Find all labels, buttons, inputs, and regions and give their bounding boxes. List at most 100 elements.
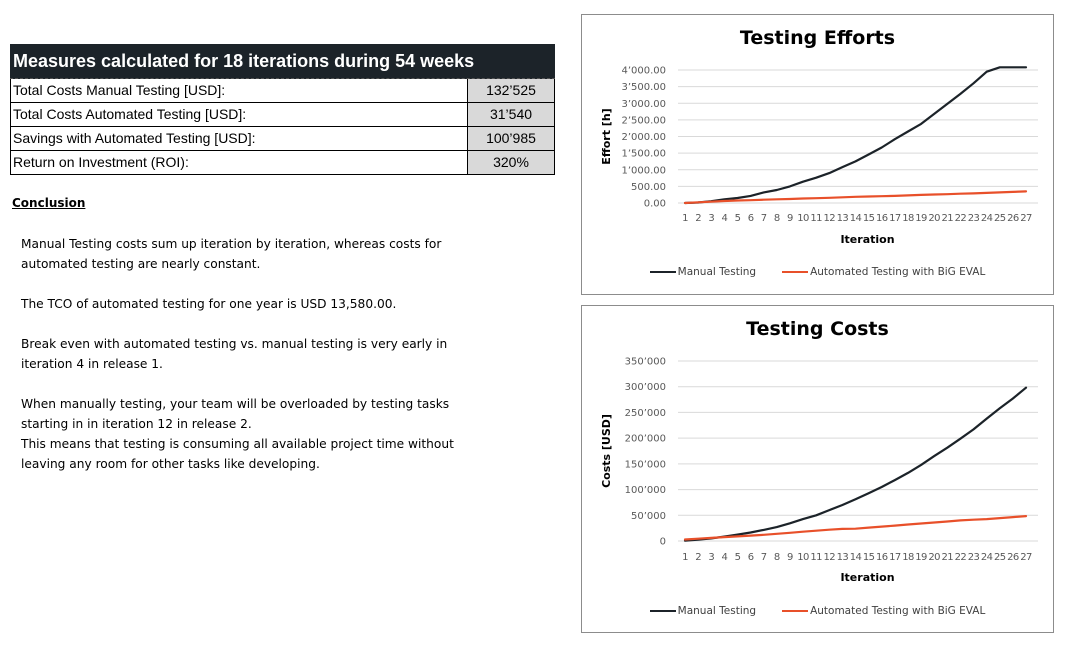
x-tick-label: 4 xyxy=(721,552,727,563)
legend-item-automated: Automated Testing with BiG EVAL xyxy=(782,266,985,278)
y-tick-label: 4’000.00 xyxy=(621,66,666,77)
x-tick-label: 15 xyxy=(863,213,875,224)
measure-value: 132’525 xyxy=(467,79,555,102)
legend-line-icon xyxy=(649,271,676,273)
y-tick-label: 2’500.00 xyxy=(621,115,666,126)
x-tick-label: 9 xyxy=(787,213,793,224)
measure-value: 100’985 xyxy=(467,127,555,150)
x-tick-label: 16 xyxy=(876,213,888,224)
conclusion-paragraph: Manual Testing costs sum up iteration by… xyxy=(21,237,442,271)
x-tick-label: 3 xyxy=(708,552,714,563)
measure-value: 320% xyxy=(467,151,555,174)
legend-label: Automated Testing with BiG EVAL xyxy=(810,605,986,617)
x-tick-label: 5 xyxy=(735,552,741,563)
testing-costs-chart: Testing Costs 0 50’000 100’000 150’000 200’0… xyxy=(581,305,1054,633)
x-tick-label: 16 xyxy=(876,552,888,563)
legend-item-manual: Manual Testing xyxy=(649,605,756,617)
x-tick-label: 10 xyxy=(797,552,809,563)
x-tick-label: 18 xyxy=(902,552,914,563)
measure-label: Total Costs Manual Testing [USD]: xyxy=(10,79,467,102)
series-automated-line xyxy=(683,515,1028,541)
x-axis-label: Iteration xyxy=(840,571,894,584)
series-automated-line xyxy=(683,190,1028,205)
x-tick-label: 25 xyxy=(994,552,1006,563)
x-tick-label: 24 xyxy=(981,552,993,563)
x-tick-label: 15 xyxy=(863,552,875,563)
x-tick-label: 8 xyxy=(774,552,780,563)
legend-label: Automated Testing with BiG EVAL xyxy=(810,266,986,278)
x-tick-label: 22 xyxy=(955,213,967,224)
measures-table: Measures calculated for 18 iterations du… xyxy=(10,44,555,175)
measure-row: Total Costs Manual Testing [USD]: 132’52… xyxy=(10,79,555,103)
x-tick-label: 27 xyxy=(1020,552,1032,563)
y-tick-label: 100’000 xyxy=(625,485,666,496)
conclusion-body: Manual Testing costs sum up iteration by… xyxy=(21,234,481,494)
y-tick-label: 3’500.00 xyxy=(621,82,666,93)
conclusion-heading: Conclusion xyxy=(12,196,86,210)
conclusion-paragraph: When manually testing, your team will be… xyxy=(21,397,454,471)
measure-label: Return on Investment (ROI): xyxy=(10,151,467,174)
x-tick-label: 14 xyxy=(850,552,862,563)
conclusion-paragraph: Break even with automated testing vs. ma… xyxy=(21,337,448,371)
x-tick-label: 8 xyxy=(774,213,780,224)
legend-item-manual: Manual Testing xyxy=(649,266,757,278)
x-tick-label: 18 xyxy=(902,213,914,224)
x-tick-label: 14 xyxy=(850,213,862,224)
x-tick-label: 19 xyxy=(915,552,927,563)
series-manual-line xyxy=(683,66,1028,205)
y-tick-label: 0 xyxy=(660,537,666,548)
x-tick-label: 26 xyxy=(1007,213,1019,224)
measure-row: Total Costs Automated Testing [USD]: 31’… xyxy=(10,103,555,127)
x-tick-label: 19 xyxy=(915,213,927,224)
chart-title: Testing Costs xyxy=(746,318,889,340)
chart-legend: Manual Testing Automated Testing with Bi… xyxy=(582,266,1053,278)
x-tick-label: 23 xyxy=(968,213,980,224)
x-tick-label: 23 xyxy=(968,552,980,563)
x-tick-label: 2 xyxy=(695,213,701,224)
legend-line-icon xyxy=(782,271,809,273)
x-tick-label: 27 xyxy=(1020,213,1032,224)
legend-label: Manual Testing xyxy=(677,266,757,278)
x-tick-label: 13 xyxy=(837,213,849,224)
series-manual-line xyxy=(683,386,1028,542)
y-tick-label: 350’000 xyxy=(625,357,666,368)
x-tick-label: 21 xyxy=(942,552,954,563)
x-tick-label: 17 xyxy=(889,213,901,224)
x-tick-label: 9 xyxy=(787,552,793,563)
y-tick-label: 300’000 xyxy=(625,382,666,393)
x-tick-label: 24 xyxy=(981,213,993,224)
x-tick-label: 5 xyxy=(735,213,741,224)
y-axis-label: Costs [USD] xyxy=(600,414,613,488)
y-tick-label: 200’000 xyxy=(625,434,666,445)
measures-title: Measures calculated for 18 iterations du… xyxy=(10,44,555,79)
x-tick-label: 11 xyxy=(810,552,822,563)
x-tick-label: 1 xyxy=(682,213,688,224)
chart-plot: 0 50’000 100’000 150’000 200’000 250’000 300’0… xyxy=(600,357,1038,584)
x-axis-label: Iteration xyxy=(840,233,894,246)
x-tick-label: 20 xyxy=(928,213,940,224)
x-tick-label: 3 xyxy=(708,213,714,224)
x-tick-label: 2 xyxy=(695,552,701,563)
x-tick-label: 22 xyxy=(955,552,967,563)
x-tick-label: 7 xyxy=(761,552,767,563)
y-tick-label: 150’000 xyxy=(625,459,666,470)
measure-row: Savings with Automated Testing [USD]: 10… xyxy=(10,127,555,151)
x-tick-label: 12 xyxy=(824,213,836,224)
testing-efforts-chart: Testing Efforts 0.00 500.00 1’000.00 1’500.… xyxy=(581,14,1054,295)
conclusion-paragraph: The TCO of automated testing for one yea… xyxy=(21,297,397,311)
y-tick-label: 3’000.00 xyxy=(621,99,666,110)
x-tick-label: 17 xyxy=(889,552,901,563)
x-tick-label: 6 xyxy=(748,213,754,224)
x-tick-label: 7 xyxy=(761,213,767,224)
chart-plot: 0.00 500.00 1’000.00 1’500.00 2’000.00 2’500.… xyxy=(600,66,1038,246)
x-tick-label: 12 xyxy=(824,552,836,563)
x-tick-label: 6 xyxy=(748,552,754,563)
chart-title: Testing Efforts xyxy=(739,27,896,49)
x-tick-label: 11 xyxy=(810,213,822,224)
measure-label: Savings with Automated Testing [USD]: xyxy=(10,127,467,150)
x-tick-label: 20 xyxy=(928,552,940,563)
y-tick-label: 1’500.00 xyxy=(621,149,666,160)
legend-item-automated: Automated Testing with BiG EVAL xyxy=(782,605,985,617)
x-tick-label: 26 xyxy=(1007,552,1019,563)
y-tick-label: 250’000 xyxy=(625,408,666,419)
